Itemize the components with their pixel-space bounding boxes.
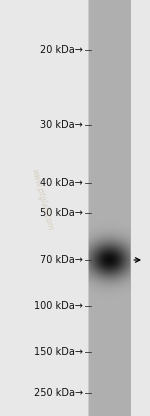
Text: 100 kDa→: 100 kDa→ xyxy=(34,301,83,311)
Text: 70 kDa→: 70 kDa→ xyxy=(40,255,83,265)
Bar xyxy=(89,0,130,416)
Text: 250 kDa→: 250 kDa→ xyxy=(34,388,83,398)
Text: 40 kDa→: 40 kDa→ xyxy=(40,178,83,188)
Text: 50 kDa→: 50 kDa→ xyxy=(40,208,83,218)
Text: 150 kDa→: 150 kDa→ xyxy=(34,347,83,357)
Text: www.ptglab.com: www.ptglab.com xyxy=(29,168,55,232)
Text: 20 kDa→: 20 kDa→ xyxy=(40,45,83,55)
Text: 30 kDa→: 30 kDa→ xyxy=(40,120,83,130)
